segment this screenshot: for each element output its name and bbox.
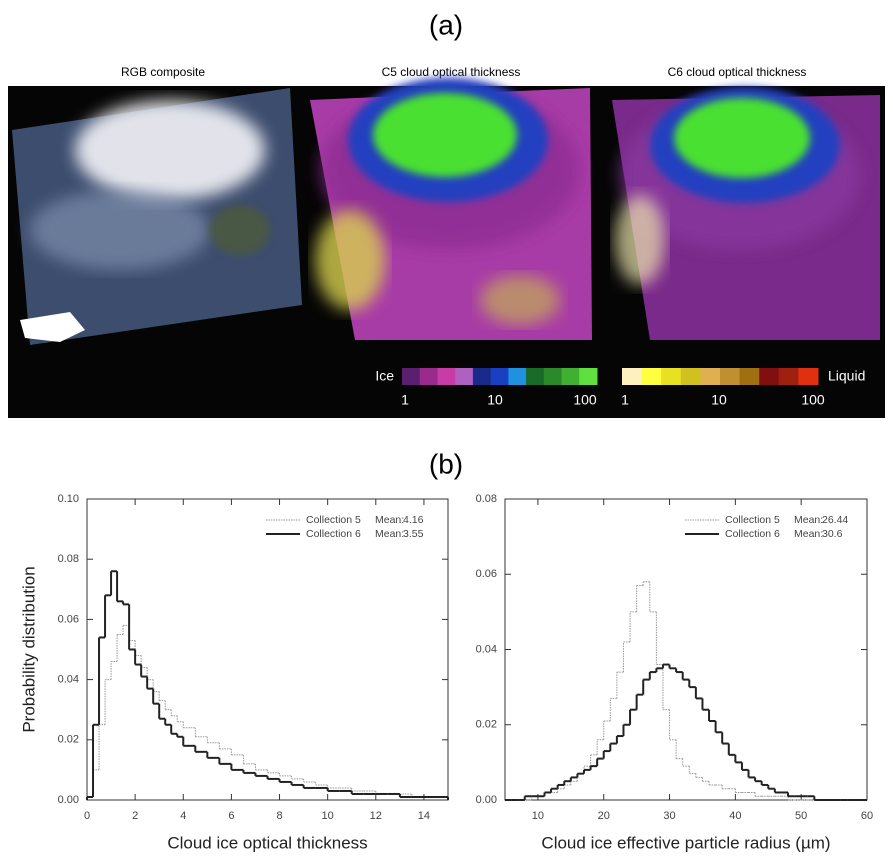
y-tick-label: 0.08	[58, 553, 79, 565]
colorbar-swatch	[526, 368, 545, 385]
x-tick-label: 30	[663, 810, 675, 822]
colorbar-swatch	[490, 368, 509, 385]
colorbar-tick-label: 100	[801, 392, 825, 408]
y-tick-label: 0.04	[58, 674, 79, 686]
colorbar-swatch	[798, 368, 819, 385]
y-tick-label: 0.02	[58, 734, 79, 746]
x-tick-label: 40	[729, 810, 741, 822]
colorbar-swatch	[543, 368, 563, 385]
image-title: RGB composite	[121, 65, 205, 79]
panel-label: (a)	[429, 9, 463, 40]
colorbar-swatch	[508, 368, 527, 385]
y-tick-label: 0.04	[476, 643, 497, 655]
colorbar-swatch	[472, 368, 492, 385]
y-tick-label: 0.06	[476, 568, 497, 580]
x-tick-label: 8	[276, 810, 282, 822]
charts: 0.00 0.02 0.04 0.06 0.08 0.10 0 2 4 6 8 10 12 14 Cloud…	[19, 493, 873, 853]
legend-mean: 26.44	[822, 514, 848, 526]
y-tick-label: 0.08	[476, 493, 497, 505]
x-tick-label: 14	[418, 810, 430, 822]
x-tick-label: 6	[228, 810, 234, 822]
colorbar-swatch	[759, 368, 780, 385]
legend-mean: 3.55	[403, 528, 424, 540]
colorbar-swatch	[622, 368, 643, 385]
colorbar-swatch	[700, 368, 721, 385]
x-axis-label: Cloud ice optical thickness	[167, 833, 367, 852]
colorbar-swatch	[778, 368, 799, 385]
x-tick-label: 2	[132, 810, 138, 822]
x-tick-label: 50	[795, 810, 807, 822]
colorbar-swatch	[437, 368, 456, 385]
y-tick-label: 0.02	[476, 719, 497, 731]
legend-mean: 4.16	[403, 514, 424, 526]
x-tick-label: 10	[322, 810, 334, 822]
colorbar-swatch	[419, 368, 438, 385]
colorbar-tick-label: 10	[711, 392, 727, 408]
y-tick-label: 0.00	[476, 794, 497, 806]
colorbar-swatch	[402, 368, 421, 385]
x-axis-label: Cloud ice effective particle radius (µm)	[541, 833, 830, 852]
panel-label: (b)	[429, 448, 463, 479]
legend-mean-label: Mean:	[794, 528, 823, 540]
plot-frame	[504, 498, 868, 801]
colorbar-swatch	[455, 368, 474, 385]
x-tick-label: 12	[370, 810, 382, 822]
legend-mean-label: Mean:	[375, 528, 404, 540]
colorbar-swatch	[739, 368, 760, 385]
colorbar-tick-label: 10	[487, 392, 503, 408]
colorbar-tick-label: 1	[621, 392, 629, 408]
legend-mean: 30.6	[822, 528, 843, 540]
colorbar-swatch	[579, 368, 598, 385]
y-tick-label: 0.00	[58, 794, 79, 806]
colorbar-tick-label: 100	[573, 392, 597, 408]
x-tick-label: 20	[598, 810, 610, 822]
x-tick-label: 4	[180, 810, 186, 822]
plot-frame	[86, 498, 449, 801]
legend-mean-label: Mean:	[794, 514, 823, 526]
colorbar-swatch	[720, 368, 741, 385]
y-axis-label: Probability distribution	[19, 566, 38, 732]
colorbar-tick-label: 1	[401, 392, 409, 408]
image-title: C6 cloud optical thickness	[668, 65, 807, 79]
colorbar-label: Liquid	[828, 368, 865, 384]
colorbar-swatch	[561, 368, 580, 385]
legend-label: Collection 6	[725, 528, 780, 540]
y-tick-label: 0.10	[58, 493, 79, 505]
y-tick-label: 0.06	[58, 613, 79, 625]
legend-label: Collection 5	[725, 514, 780, 526]
colorbar-swatch	[661, 368, 682, 385]
legend-label: Collection 6	[306, 528, 361, 540]
image-title: C5 cloud optical thickness	[382, 65, 521, 79]
satellite-images	[8, 78, 885, 418]
colorbar-swatch	[680, 368, 701, 385]
colorbar-swatch	[641, 368, 662, 385]
legend-mean-label: Mean:	[375, 514, 404, 526]
x-tick-label: 10	[532, 810, 544, 822]
x-tick-label: 0	[84, 810, 90, 822]
legend-label: Collection 5	[306, 514, 361, 526]
x-tick-label: 60	[861, 810, 873, 822]
colorbar-label: Ice	[375, 368, 394, 384]
